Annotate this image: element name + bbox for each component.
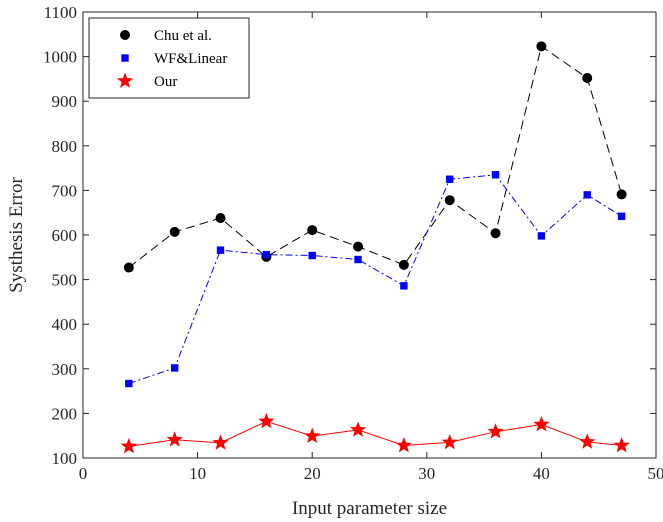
data-point [123,262,134,273]
legend: Chu et al. WF&Linear Our [88,17,250,99]
y-tick-label: 800 [52,137,78,156]
x-tick-label: 10 [189,464,206,483]
data-point [353,241,364,252]
x-tick-label: 50 [648,464,663,483]
data-point [307,225,318,236]
data-point [491,171,500,179]
series-layer [120,41,630,454]
y-tick-label: 400 [52,315,78,334]
x-tick-label: 0 [79,464,88,483]
data-point [400,282,408,290]
data-point [308,251,316,260]
y-tick-label: 600 [52,226,78,245]
legend-label: Chu et al. [154,28,212,44]
legend-marker [121,54,129,62]
y-tick-label: 500 [52,271,78,290]
data-point [304,427,321,444]
y-axis-label: Systhesis Error [6,177,27,293]
data-point [349,421,367,437]
series-line [128,174,622,384]
data-point [490,228,501,239]
data-point [216,246,225,254]
data-point [166,431,183,447]
x-tick-label: 20 [304,464,321,483]
data-point [487,423,504,439]
data-point [169,226,180,237]
series-wf-linear [125,171,626,388]
data-point [212,434,229,450]
data-point [583,191,591,199]
data-point [533,416,550,432]
data-point [354,255,362,264]
y-tick-label: 1000 [43,48,77,67]
data-point [582,73,593,84]
x-tick-label: 30 [418,464,435,483]
data-point [579,433,596,449]
data-point [616,189,627,200]
x-tick-label: 40 [533,464,550,483]
data-point [536,41,547,52]
legend-label: Our [154,74,177,90]
legend-label: WF&Linear [154,51,227,67]
ticks-layer: 0 10 20 30 40 50 100 200 300 400 500 600 700 800 900 10… [43,3,663,483]
y-tick-label: 100 [52,449,78,468]
data-point [215,213,226,224]
data-point [537,232,546,240]
data-point [395,437,412,453]
legend-marker [116,72,134,88]
y-tick-label: 300 [52,360,78,379]
data-point [120,437,137,454]
legend-marker [120,30,130,40]
data-point [441,433,458,450]
y-tick-label: 700 [52,181,78,200]
data-point [613,437,630,453]
x-axis-label: Input parameter size [292,498,447,519]
data-point [258,412,275,429]
data-point [617,212,626,220]
data-point [444,195,455,206]
y-tick-label: 200 [52,404,78,423]
data-point [170,364,179,372]
legend-box [88,17,250,99]
series-chu-et-al- [123,41,627,273]
data-point [398,259,409,270]
y-tick-label: 900 [52,92,78,111]
series-our [120,412,630,454]
y-tick-label: 1100 [44,3,77,22]
data-point [446,175,454,183]
data-point [262,250,271,259]
series-line [128,420,622,447]
data-point [125,379,133,388]
